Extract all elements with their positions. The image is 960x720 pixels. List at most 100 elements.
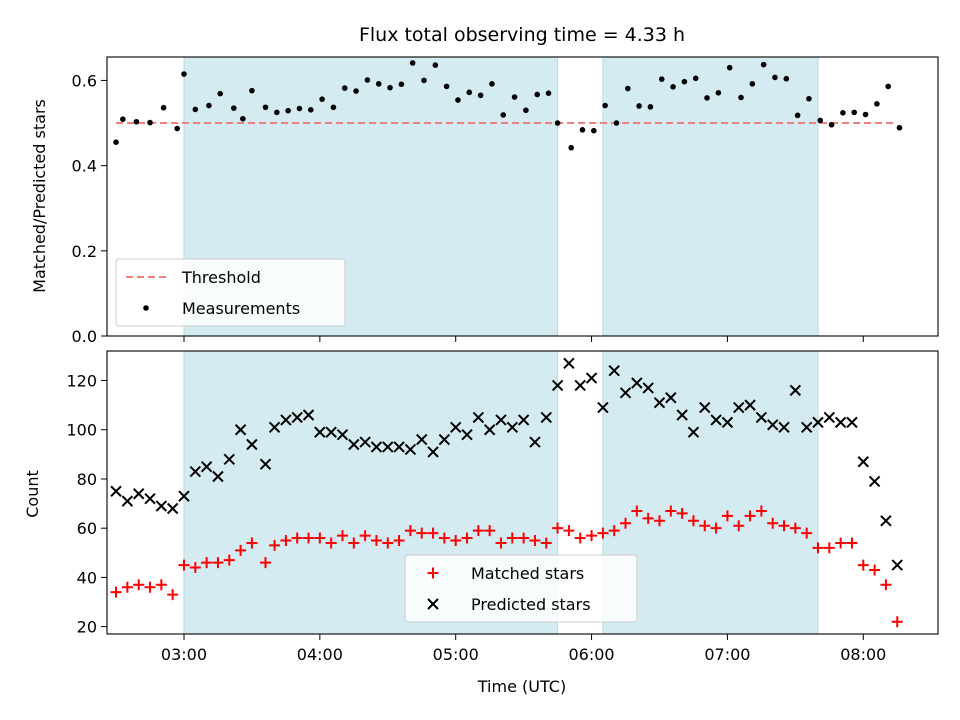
bottom-matched-stars-point xyxy=(472,525,484,537)
top-shaded-interval-2 xyxy=(602,56,819,337)
bottom-matched-stars-point xyxy=(260,557,272,569)
bottom-predicted-stars-point xyxy=(642,382,654,394)
bottom-predicted-stars-point xyxy=(259,458,272,470)
bottom-predicted-stars-point xyxy=(268,421,281,433)
x-tick-label: 08:00 xyxy=(840,645,886,664)
top-measurements-point xyxy=(285,107,291,114)
bottom-predicted-stars-point xyxy=(574,379,586,392)
top-legend-box xyxy=(115,258,346,327)
top-measurements-point xyxy=(133,118,140,125)
bottom-predicted-stars-point xyxy=(868,475,881,488)
top-measurements-point xyxy=(534,91,541,98)
bottom-predicted-stars-point xyxy=(687,426,700,438)
bottom-predicted-stars-point xyxy=(212,470,224,483)
bottom-predicted-stars-point xyxy=(144,492,156,505)
top-legend: Threshold Measurements xyxy=(115,258,346,327)
top-measurements-point xyxy=(353,88,359,94)
top-legend-measurements-swatch xyxy=(143,305,149,311)
top-measurements-point xyxy=(455,97,461,103)
bottom-panel: 20 40 60 80 100 120 03:00 04:00 05:00 06:00 07:00 0… xyxy=(66,350,939,664)
bottom-predicted-stars-point xyxy=(710,414,722,426)
top-data-layer xyxy=(113,60,903,151)
top-measurements-point xyxy=(274,109,280,116)
bottom-predicted-stars-point xyxy=(880,515,892,527)
bottom-predicted-stars-point xyxy=(540,411,552,424)
top-measurements-point xyxy=(760,61,767,68)
bottom-matched-stars-point xyxy=(325,537,337,549)
bottom-matched-stars-point xyxy=(235,544,247,556)
bottom-predicted-stars-point xyxy=(744,399,756,411)
bottom-predicted-stars-point xyxy=(857,456,869,468)
bottom-predicted-stars-point xyxy=(506,421,519,433)
top-measurements-point xyxy=(206,102,212,109)
bottom-predicted-stars-point xyxy=(766,419,779,431)
bottom-matched-stars-point xyxy=(767,517,779,529)
top-measurements-point xyxy=(409,60,416,66)
top-measurements-point xyxy=(341,85,348,91)
bottom-predicted-stars-point xyxy=(653,396,666,409)
top-measurements-point xyxy=(319,96,325,102)
bottom-predicted-stars-point xyxy=(280,414,292,426)
bottom-matched-stars-point xyxy=(721,510,733,522)
bottom-legend-predicted-swatch xyxy=(427,598,439,610)
top-measurements-point xyxy=(840,110,846,116)
bottom-y-tick-label: 20 xyxy=(77,618,97,637)
top-measurements-point xyxy=(670,84,676,90)
bottom-matched-stars-point xyxy=(167,589,179,601)
bottom-matched-stars-point xyxy=(450,534,462,546)
top-measurements-point xyxy=(817,117,824,124)
top-measurements-point xyxy=(692,75,699,82)
bottom-matched-stars-point xyxy=(789,522,801,534)
bottom-matched-stars-point xyxy=(506,532,518,544)
bottom-matched-stars-point xyxy=(699,520,711,532)
bottom-predicted-stars-point xyxy=(438,433,451,446)
bottom-predicted-stars-point xyxy=(223,453,235,465)
bottom-matched-stars-point xyxy=(370,534,382,546)
bottom-matched-stars-point xyxy=(393,534,405,546)
x-tick-label: 03:00 xyxy=(161,645,207,664)
top-measurements-point xyxy=(704,95,710,101)
bottom-predicted-stars-point xyxy=(800,421,813,433)
bottom-matched-stars-point xyxy=(540,537,552,549)
bottom-matched-stars-point xyxy=(189,562,201,574)
bottom-predicted-stars-point xyxy=(404,443,417,456)
top-measurements-point xyxy=(330,104,337,111)
bottom-matched-stars-point xyxy=(144,581,156,593)
top-legend-label: Threshold xyxy=(181,268,261,287)
bottom-y-tick-label: 100 xyxy=(66,421,97,440)
bottom-matched-stars-point xyxy=(438,532,450,544)
top-axes-frame xyxy=(106,56,939,337)
bottom-predicted-stars-point xyxy=(585,372,598,384)
top-y-tick-label: 0.0 xyxy=(72,327,97,346)
bottom-legend-label: Matched stars xyxy=(471,564,584,583)
bottom-matched-stars-point xyxy=(710,522,722,534)
top-measurements-point xyxy=(579,127,586,133)
bottom-predicted-stars-point xyxy=(382,441,394,453)
bottom-predicted-stars-point xyxy=(834,416,847,429)
bottom-matched-stars-point xyxy=(631,505,643,517)
top-measurements-point xyxy=(364,77,371,83)
bottom-matched-stars-point xyxy=(744,510,756,522)
bottom-matched-stars-point xyxy=(608,525,620,537)
bottom-predicted-stars-point xyxy=(755,411,768,424)
bottom-predicted-stars-point xyxy=(789,384,802,397)
bottom-matched-stars-point xyxy=(869,564,881,576)
bottom-predicted-stars-point xyxy=(461,428,473,441)
x-axis-label: Time (UTC) xyxy=(477,677,566,696)
bottom-predicted-stars-point xyxy=(393,441,405,453)
bottom-data-layer xyxy=(110,357,903,628)
top-measurements-point xyxy=(387,84,393,91)
bottom-matched-stars-point xyxy=(733,520,745,532)
bottom-predicted-stars-point xyxy=(449,421,462,433)
bottom-matched-stars-point xyxy=(223,554,235,566)
bottom-predicted-stars-point xyxy=(721,416,734,429)
top-measurements-point xyxy=(375,81,382,87)
top-measurements-point xyxy=(307,107,314,113)
bottom-matched-stars-point xyxy=(778,520,790,532)
bottom-predicted-stars-point xyxy=(416,433,428,446)
top-measurements-point xyxy=(296,105,303,112)
top-measurements-point xyxy=(147,119,153,126)
bottom-matched-stars-point xyxy=(121,581,133,593)
bottom-predicted-stars-point xyxy=(619,387,632,399)
bottom-matched-stars-point xyxy=(676,507,688,519)
